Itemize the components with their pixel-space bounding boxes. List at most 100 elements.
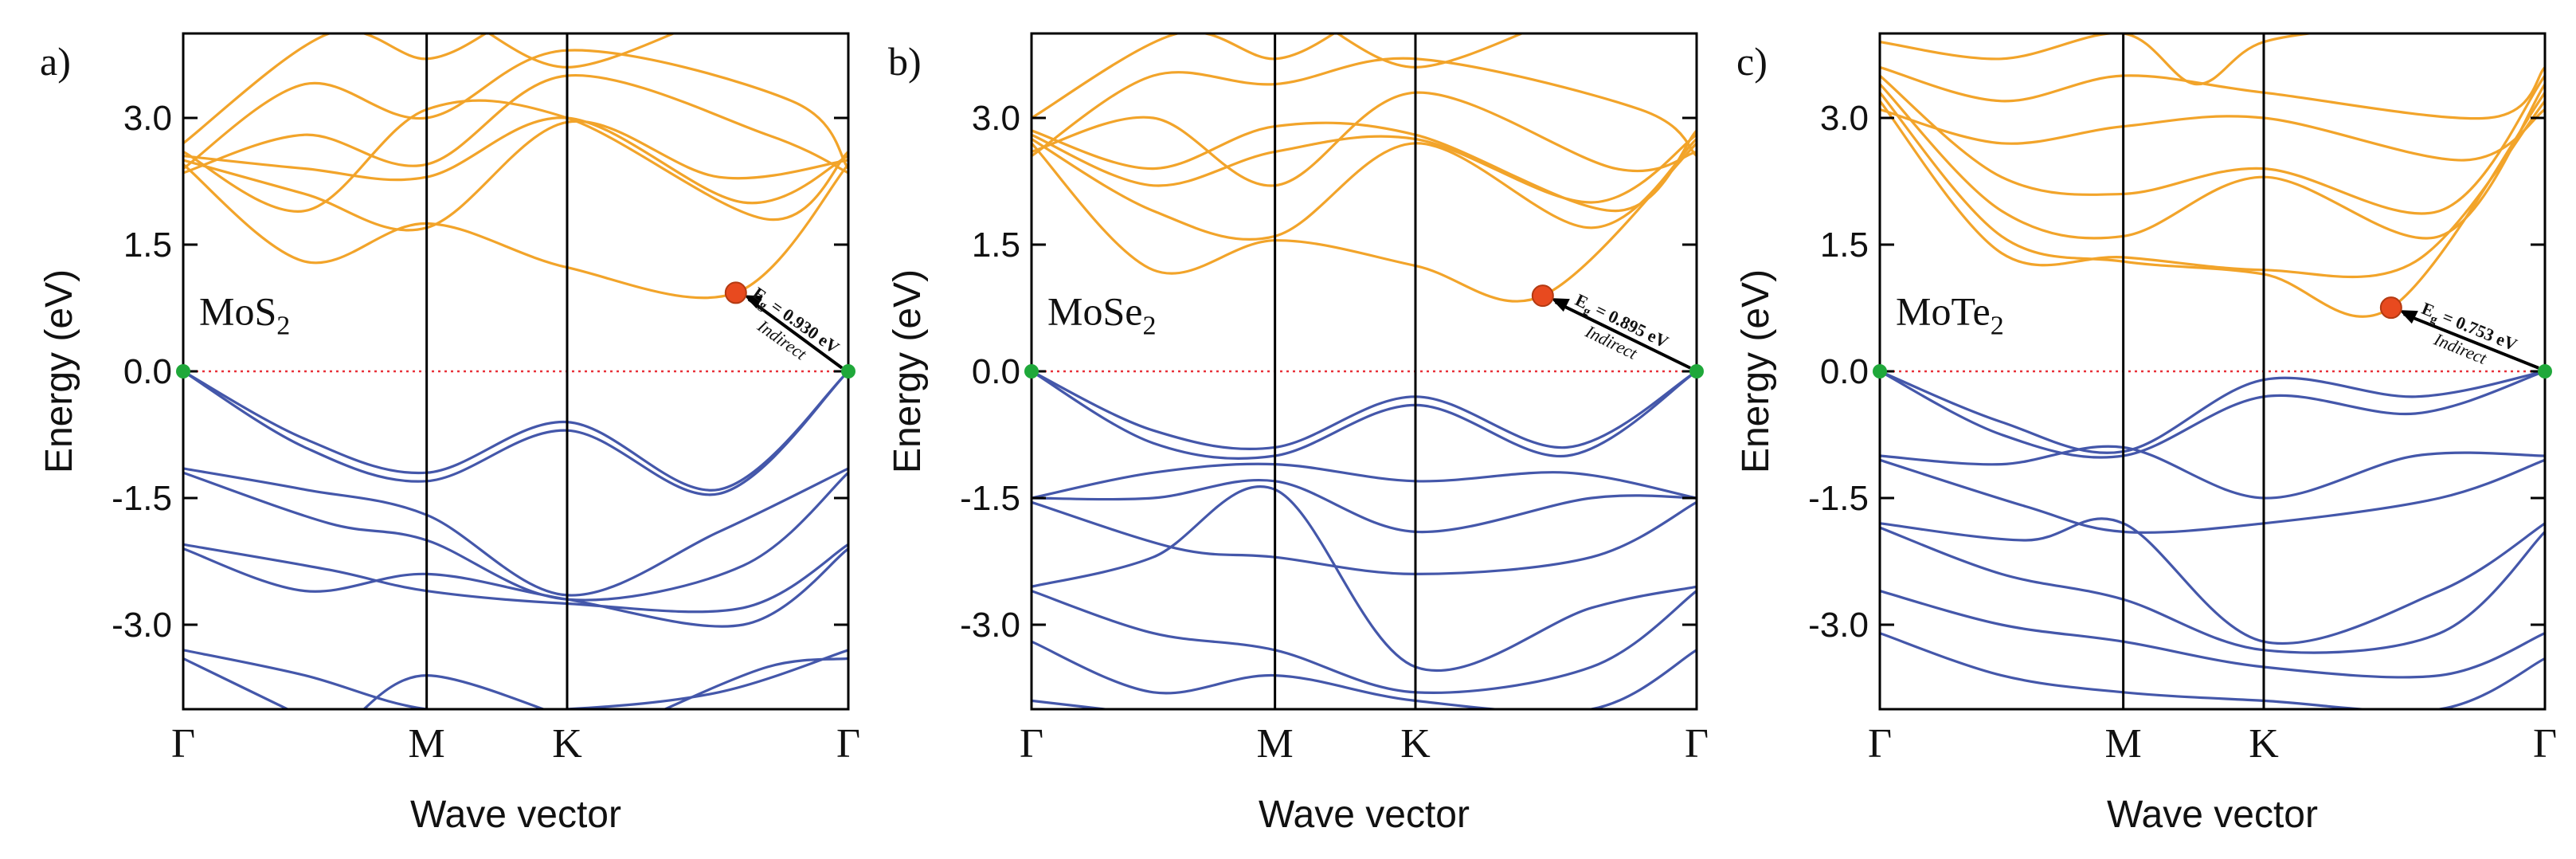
gap-arrowhead [743, 295, 763, 309]
valence-band-6 [1032, 485, 1697, 673]
valence-band-6 [1880, 526, 2545, 654]
panel-letter: b) [888, 39, 922, 84]
valence-band-5 [1880, 517, 2545, 645]
gap-arrowhead [2398, 310, 2418, 324]
valence-band-2 [183, 370, 848, 496]
ytick-label: 1.5 [123, 226, 172, 265]
panel-1: 3.0 1.5 0.0 -1.5 -3.0 Γ M K Γ Wave vector Energy (… [38, 32, 860, 836]
panel-3: 3.0 1.5 0.0 -1.5 -3.0 Γ M K Γ Wave vector Energy (… [1735, 32, 2557, 836]
panel-letter: c) [1736, 39, 1768, 84]
ytick-label: -3.0 [112, 606, 172, 645]
valence-band-5 [183, 543, 848, 614]
ytick-label: -3.0 [1808, 606, 1869, 645]
valence-band-4 [1032, 478, 1697, 534]
conduction-band-5 [1880, 108, 2545, 162]
ytick-label: -3.0 [960, 606, 1020, 645]
kpoint-label: K [2249, 721, 2279, 767]
ytick-label: 0.0 [123, 352, 172, 391]
valence-band-4 [1880, 458, 2545, 534]
valence-band-3 [1880, 445, 2545, 500]
gap-arrow [2403, 312, 2539, 370]
valence-band-4 [183, 471, 848, 602]
vbm-marker-gamma-left [1024, 364, 1039, 379]
ytick-label: 0.0 [972, 352, 1020, 391]
valence-band-7 [183, 649, 848, 709]
vbm-marker-gamma-right [2538, 364, 2552, 379]
valence-band-3 [1032, 462, 1697, 500]
valence-band-7 [1032, 590, 1697, 694]
valence-band-10 [661, 657, 848, 709]
conduction-band-1 [1880, 92, 2545, 318]
kpoint-label: Γ [2533, 721, 2557, 767]
conduction-band-5 [183, 73, 848, 175]
conduction-band-2 [1032, 138, 1697, 241]
kpoint-label: Γ [836, 721, 860, 767]
gap-arrow [1554, 300, 1691, 370]
material-label: MoTe2 [1896, 289, 2004, 341]
conduction-band-6 [183, 49, 848, 170]
bands [183, 33, 848, 709]
kpoint-label: Γ [1685, 721, 1709, 767]
conduction-band-4 [1880, 74, 2545, 215]
conduction-band-4 [183, 99, 848, 221]
ytick-label: 3.0 [123, 99, 172, 138]
conduction-band-2 [1880, 100, 2545, 279]
valence-band-8 [183, 657, 291, 709]
x-axis-title: Wave vector [1259, 794, 1470, 836]
bands [1032, 33, 1697, 709]
conduction-band-3 [183, 116, 848, 205]
valence-band-9 [362, 673, 547, 709]
valence-band-9 [1032, 699, 1116, 709]
valence-band-7 [1880, 590, 2545, 679]
conduction-band-2 [183, 120, 848, 232]
gap-arrowhead [1550, 298, 1570, 312]
ytick-label: -1.5 [112, 479, 172, 518]
cbm-marker [724, 281, 747, 304]
ytick-label: 3.0 [1820, 99, 1869, 138]
y-axis-title: Energy (eV) [887, 269, 929, 473]
conduction-band-7 [183, 33, 488, 145]
y-axis-title: Energy (eV) [38, 269, 80, 473]
conduction-band-1 [183, 163, 848, 300]
conduction-band-1 [1032, 142, 1697, 303]
kpoint-label: M [409, 721, 445, 767]
cbm-marker [2379, 296, 2402, 320]
vbm-marker-gamma-left [176, 364, 190, 379]
gap-arrow [747, 297, 844, 370]
cbm-marker [1531, 284, 1554, 308]
conduction-band-5 [1032, 91, 1697, 187]
x-axis-title: Wave vector [2107, 794, 2318, 836]
conduction-band-3 [1880, 83, 2545, 240]
material-label: MoS2 [199, 289, 290, 341]
kpoint-label: K [552, 721, 582, 767]
ytick-label: -1.5 [960, 479, 1020, 518]
conduction-band-4 [1032, 121, 1697, 213]
valence-band-5 [1032, 500, 1697, 576]
bands [1880, 33, 2545, 709]
valence-band-2 [1032, 370, 1697, 460]
vbm-marker-gamma-left [1873, 364, 1887, 379]
valence-band-1 [1880, 370, 2545, 454]
kpoint-label: M [1257, 721, 1294, 767]
valence-band-8 [1032, 640, 1697, 709]
x-axis-title: Wave vector [410, 794, 621, 836]
kpoint-label: Γ [1020, 721, 1043, 767]
panel-letter: a) [40, 39, 71, 84]
ytick-label: 1.5 [972, 226, 1020, 265]
ytick-label: 1.5 [1820, 226, 1869, 265]
material-label: MoSe2 [1047, 289, 1156, 341]
kpoint-label: Γ [1868, 721, 1892, 767]
valence-band-2 [1880, 370, 2545, 459]
conduction-band-3 [1032, 133, 1697, 204]
valence-band-6 [183, 547, 848, 628]
kpoint-label: K [1400, 721, 1431, 767]
ytick-label: 0.0 [1820, 352, 1869, 391]
conduction-band-7 [1880, 33, 2320, 86]
valence-band-8 [1880, 632, 2545, 709]
valence-band-3 [183, 467, 848, 597]
conduction-band-6 [1880, 65, 2545, 120]
ytick-label: 3.0 [972, 99, 1020, 138]
panel-2: 3.0 1.5 0.0 -1.5 -3.0 Γ M K Γ Wave vector Energy (… [887, 32, 1709, 836]
kpoint-label: M [2105, 721, 2142, 767]
